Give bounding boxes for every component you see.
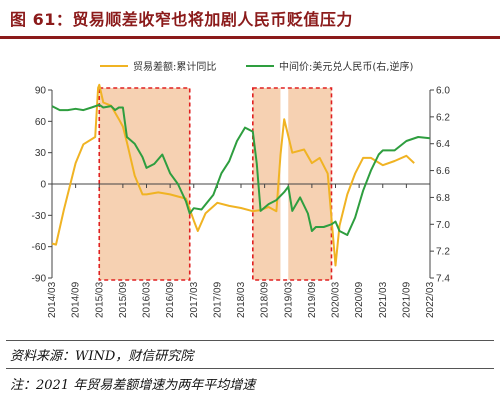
source-note: 资料来源：WIND，财信研究院 (10, 349, 194, 364)
right-tick-label: 7.2 (436, 247, 450, 258)
x-tick-label: 2015/03 (94, 281, 105, 318)
x-tick-label: 2017/03 (189, 281, 200, 318)
right-tick-label: 6.8 (436, 193, 450, 204)
left-tick-label: -90 (32, 274, 47, 285)
x-tick-label: 2014/09 (71, 281, 82, 318)
left-tick-label: 60 (35, 117, 47, 128)
right-tick-label: 6.0 (436, 86, 450, 97)
x-tick-label: 2020/09 (354, 281, 365, 318)
x-tick-label: 2018/03 (236, 281, 247, 318)
footer-divider-2 (6, 368, 494, 369)
left-tick-label: 0 (40, 180, 46, 191)
highlight-box (252, 87, 333, 281)
legend-label-trade-balance: 贸易差额:累计同比 (133, 60, 216, 73)
x-tick-label: 2021/03 (378, 281, 389, 318)
series-line-trade-balance (51, 83, 415, 267)
x-tick-label: 2019/09 (307, 281, 318, 318)
highlight-box (98, 87, 191, 281)
left-tick-label: 30 (35, 148, 47, 159)
left-tick-label: 90 (35, 86, 47, 97)
right-tick-label: 7.4 (436, 274, 450, 285)
footer-divider (6, 340, 494, 341)
chart: 90 60 30 0 -30 -60 -90 6.0 6.2 6.4 6.6 6.8 7.0 7.2 7.4… (32, 60, 451, 318)
right-tick-label: 7.0 (436, 220, 450, 231)
x-tick-label: 2022/03 (425, 281, 436, 318)
x-tick-label: 2020/03 (331, 281, 342, 318)
x-tick-label: 2021/09 (401, 281, 412, 318)
footnote: 注：2021 年贸易差额增速为两年平均增速 (10, 378, 256, 393)
x-tick-label: 2015/09 (118, 281, 129, 318)
x-tick-label: 2019/03 (283, 281, 294, 318)
legend-label-usdcny: 中间价:美元兑人民币(右,逆序) (279, 60, 413, 73)
title-bar: 图 61：贸易顺差收窄也将加剧人民币贬值压力 (0, 0, 500, 39)
x-tick-label: 2016/09 (165, 281, 176, 318)
chart-title: 图 61：贸易顺差收窄也将加剧人民币贬值压力 (10, 10, 353, 29)
x-tick-label: 2016/03 (142, 281, 153, 318)
x-tick-label: 2018/09 (260, 281, 271, 318)
x-tick-label: 2017/09 (212, 281, 223, 318)
right-tick-label: 6.6 (436, 166, 450, 177)
left-tick-label: -60 (32, 242, 47, 253)
x-tick-label: 2014/03 (47, 281, 58, 318)
right-tick-label: 6.2 (436, 112, 450, 123)
left-tick-label: -30 (32, 211, 47, 222)
series-line-usdcny (51, 103, 431, 236)
right-tick-label: 6.4 (436, 139, 450, 150)
